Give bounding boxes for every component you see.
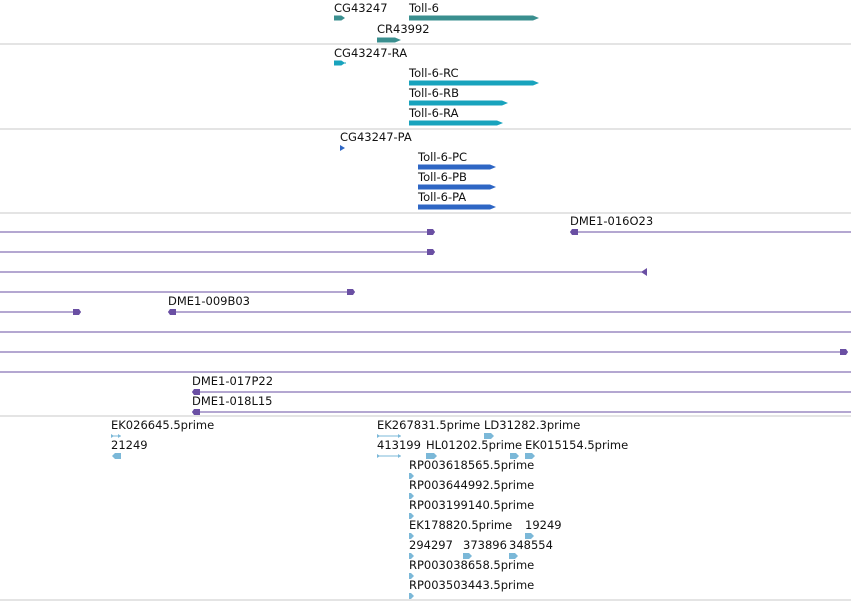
clone-arrow[interactable] [73, 309, 81, 315]
feature-label[interactable]: CG43247 [334, 1, 388, 15]
clone-arrow[interactable] [570, 229, 578, 235]
est-glyph[interactable] [525, 533, 534, 539]
feature-label[interactable]: EK267831.5prime [377, 418, 481, 432]
clone-arrow[interactable] [427, 249, 435, 255]
est-glyph[interactable] [426, 453, 437, 459]
est-glyph[interactable] [118, 434, 121, 438]
feature-glyph[interactable] [409, 120, 503, 126]
feature-label[interactable]: LD31282.3prime [484, 418, 581, 432]
feature-glyph[interactable] [418, 164, 496, 170]
est-glyph[interactable] [112, 453, 121, 459]
clone-arrow[interactable] [192, 389, 200, 395]
est-glyph[interactable] [398, 454, 401, 458]
feature-label[interactable]: 348554 [509, 538, 553, 552]
feature-label[interactable]: RP003644992.5prime [409, 478, 535, 492]
est-glyph[interactable] [409, 533, 414, 539]
feature-label[interactable]: 373896 [463, 538, 507, 552]
clone-arrow[interactable] [347, 289, 355, 295]
est-glyph[interactable] [409, 493, 414, 499]
est-glyph[interactable] [510, 453, 519, 459]
feature-label[interactable]: CG43247-RA [334, 46, 408, 60]
feature-label[interactable]: 413199 [377, 438, 421, 452]
est-glyph[interactable] [463, 553, 472, 559]
feature-label[interactable]: Toll-6-PA [418, 190, 467, 204]
feature-glyph[interactable] [340, 145, 345, 151]
est-glyph[interactable] [409, 593, 414, 599]
feature-glyph[interactable] [409, 100, 508, 106]
feature-label[interactable]: RP003199140.5prime [409, 498, 535, 512]
feature-label[interactable]: Toll-6-PC [418, 150, 468, 164]
est-glyph[interactable] [525, 453, 535, 459]
feature-label[interactable]: HL01202.5prime [426, 438, 523, 452]
est-glyph[interactable] [409, 473, 414, 479]
feature-label[interactable]: DME1-009B03 [168, 294, 250, 308]
est-glyph[interactable] [398, 434, 401, 438]
est-glyph[interactable] [409, 573, 414, 579]
feature-glyph[interactable] [418, 184, 496, 190]
clone-arrow[interactable] [641, 268, 647, 276]
feature-label[interactable]: EK026645.5prime [111, 418, 215, 432]
clone-arrow[interactable] [192, 409, 200, 415]
feature-label[interactable]: DME1-016O23 [570, 214, 654, 228]
feature-glyph[interactable] [409, 80, 539, 86]
feature-glyph[interactable] [409, 15, 539, 21]
feature-glyph[interactable] [418, 204, 496, 210]
feature-label[interactable]: RP003618565.5prime [409, 458, 535, 472]
feature-glyph[interactable] [334, 15, 345, 21]
feature-label[interactable]: 19249 [525, 518, 562, 532]
feature-label[interactable]: CG43247-PA [340, 130, 412, 144]
feature-label[interactable]: Toll-6 [409, 1, 439, 15]
feature-label[interactable]: Toll-6-RA [409, 106, 459, 120]
feature-glyph[interactable] [377, 37, 401, 43]
feature-label[interactable]: Toll-6-PB [418, 170, 467, 184]
est-glyph[interactable] [409, 513, 414, 519]
est-glyph[interactable] [409, 553, 414, 559]
feature-label[interactable]: 294297 [409, 538, 453, 552]
clone-arrow[interactable] [840, 349, 848, 355]
feature-label[interactable]: EK178820.5prime [409, 518, 513, 532]
feature-label[interactable]: RP003503443.5prime [409, 578, 535, 592]
feature-label[interactable]: EK015154.5prime [525, 438, 629, 452]
feature-label[interactable]: DME1-017P22 [192, 374, 274, 388]
feature-label[interactable]: DME1-018L15 [192, 394, 273, 408]
est-glyph[interactable] [377, 454, 380, 458]
est-glyph[interactable] [111, 434, 114, 438]
clone-arrow[interactable] [168, 309, 176, 315]
feature-label[interactable]: Toll-6-RC [409, 66, 459, 80]
est-glyph[interactable] [509, 553, 518, 559]
est-glyph[interactable] [377, 434, 380, 438]
clone-arrow[interactable] [427, 229, 435, 235]
est-glyph[interactable] [484, 433, 494, 439]
feature-label[interactable]: CR43992 [377, 22, 430, 36]
feature-label[interactable]: 21249 [111, 438, 148, 452]
feature-label[interactable]: RP003038658.5prime [409, 558, 535, 572]
feature-label[interactable]: Toll-6-RB [409, 86, 459, 100]
